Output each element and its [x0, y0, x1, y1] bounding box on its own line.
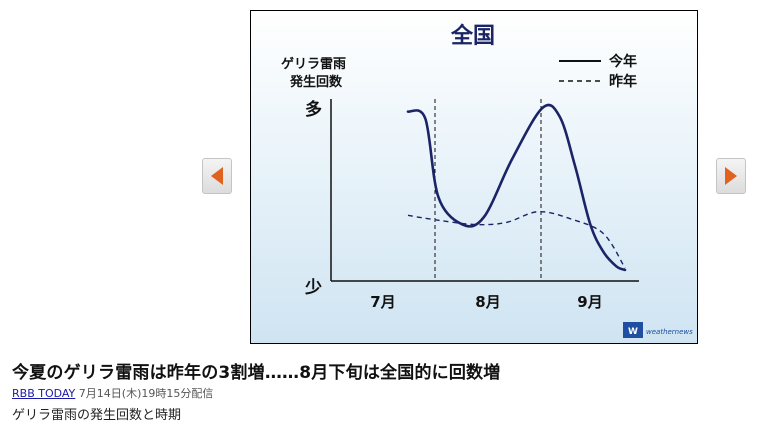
right-arrow-icon [725, 167, 737, 185]
article-headline: 今夏のゲリラ雷雨は昨年の3割増……8月下旬は全国的に回数増 [12, 363, 501, 383]
y-axis-title-line1: ゲリラ雷雨 [281, 56, 346, 72]
next-image-button[interactable] [716, 158, 746, 194]
x-tick-aug: 8月 [475, 293, 500, 311]
series-line-this-year [406, 103, 627, 272]
x-tick-sep: 9月 [577, 293, 602, 311]
chart-title: 全国 [450, 23, 495, 49]
chart-figure: 全国 ゲリラ雷雨 発生回数 今年 昨年 多 少 7月 8月 9月 W weath… [250, 10, 698, 344]
weathernews-logo-mark: W [628, 327, 638, 337]
brand-text: weathernews [646, 328, 693, 336]
y-tick-high: 多 [305, 99, 322, 120]
source-link[interactable]: RBB TODAY [12, 387, 76, 400]
y-axis-title-line2: 発生回数 [289, 74, 343, 90]
y-axis-title: ゲリラ雷雨 発生回数 [281, 56, 351, 90]
prev-image-button[interactable] [202, 158, 232, 194]
legend-label-last-year: 昨年 [609, 73, 637, 90]
weathernews-logo-icon [623, 322, 643, 338]
weathernews-logo[interactable]: W weathernews [623, 322, 693, 338]
article-date: 7月14日(木)19時15分配信 [78, 387, 214, 400]
article-meta: RBB TODAY 7月14日(木)19時15分配信 [12, 385, 213, 401]
x-tick-jul: 7月 [370, 293, 395, 311]
y-tick-low: 少 [304, 278, 322, 298]
legend-label-this-year: 今年 [608, 53, 637, 70]
left-arrow-icon [211, 167, 223, 185]
series-line-last-year [407, 210, 626, 269]
chart-svg: 全国 ゲリラ雷雨 発生回数 今年 昨年 多 少 7月 8月 9月 W weath… [281, 23, 693, 338]
image-caption: ゲリラ雷雨の発生回数と時期 [12, 408, 182, 423]
